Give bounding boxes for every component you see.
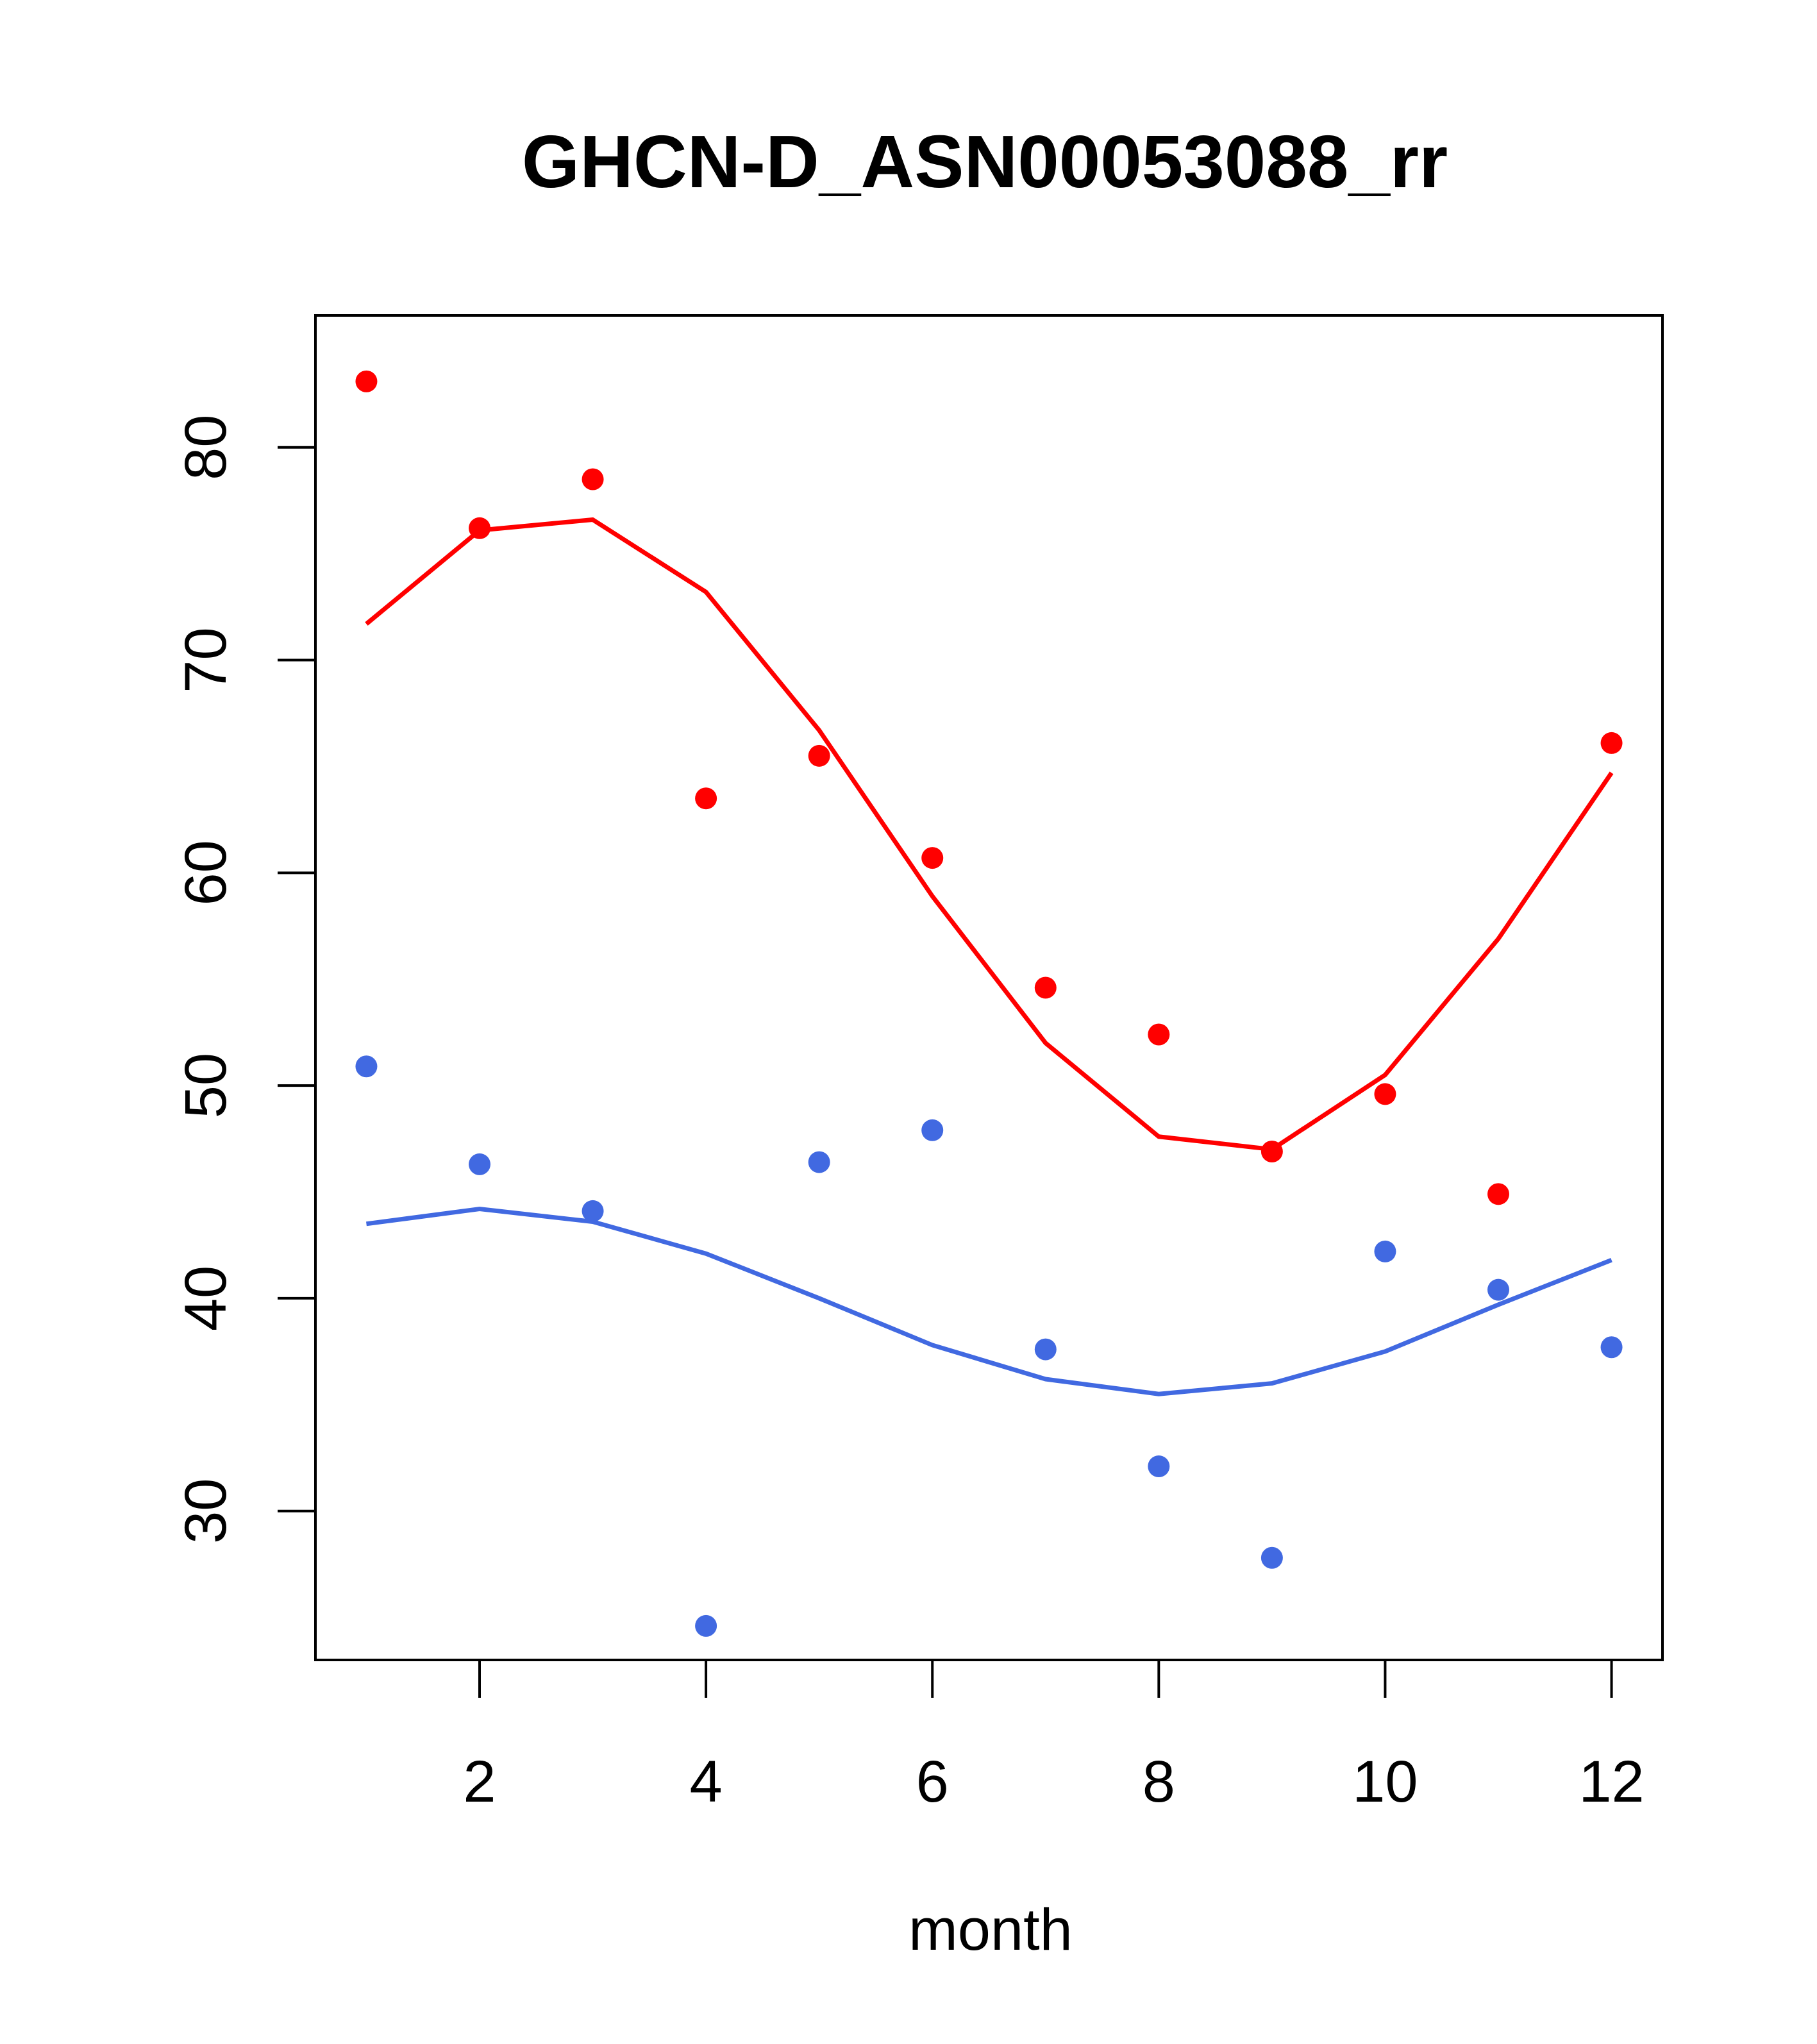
y-tick-label: 80 <box>173 415 239 480</box>
data-point <box>1260 1546 1283 1569</box>
data-point <box>355 370 378 392</box>
series-2 <box>365 517 1614 1152</box>
data-point <box>1374 1240 1396 1262</box>
x-tick-label: 4 <box>690 1749 723 1814</box>
data-point <box>582 1200 604 1222</box>
data-point <box>808 744 830 767</box>
x-tick-label: 12 <box>1578 1749 1644 1814</box>
data-point <box>1374 1083 1396 1105</box>
y-tick-label: 60 <box>173 840 239 905</box>
series-3 <box>355 1055 1623 1637</box>
data-point <box>1487 1183 1509 1205</box>
data-point <box>469 1153 491 1175</box>
series-line <box>365 1207 1612 1396</box>
data-point <box>921 847 944 869</box>
x-tick-label: 8 <box>1143 1749 1175 1814</box>
data-point <box>1034 1338 1057 1361</box>
y-tick-label: 70 <box>173 627 239 692</box>
x-tick-label: 6 <box>916 1749 949 1814</box>
chart-title: GHCN-D_ASN00053088_rr <box>522 120 1448 203</box>
y-tick-label: 50 <box>173 1053 239 1118</box>
y-tick-label: 40 <box>173 1266 239 1331</box>
data-point <box>921 1119 944 1141</box>
y-tick-label: 30 <box>173 1479 239 1544</box>
data-point <box>695 787 717 810</box>
data-point <box>1600 1336 1623 1359</box>
y-axis: 30 40 50 60 70 80 <box>173 415 317 1544</box>
data-point <box>1148 1023 1170 1046</box>
data-point <box>1034 976 1057 999</box>
data-point <box>695 1614 717 1637</box>
x-tick-label: 10 <box>1352 1749 1418 1814</box>
series-1 <box>355 370 1623 1205</box>
x-axis-label: month <box>908 1897 1073 1963</box>
data-point <box>355 1055 378 1078</box>
data-point <box>1148 1455 1170 1478</box>
series-line <box>365 517 1614 1152</box>
data-point <box>1487 1278 1509 1301</box>
data-point <box>582 468 604 490</box>
x-axis: 2 4 6 8 10 12 <box>463 1659 1645 1814</box>
x-tick-label: 2 <box>463 1749 496 1814</box>
data-point <box>808 1151 830 1173</box>
data-point <box>1600 732 1623 754</box>
series-4 <box>365 1207 1612 1396</box>
series-layer <box>355 370 1623 1637</box>
